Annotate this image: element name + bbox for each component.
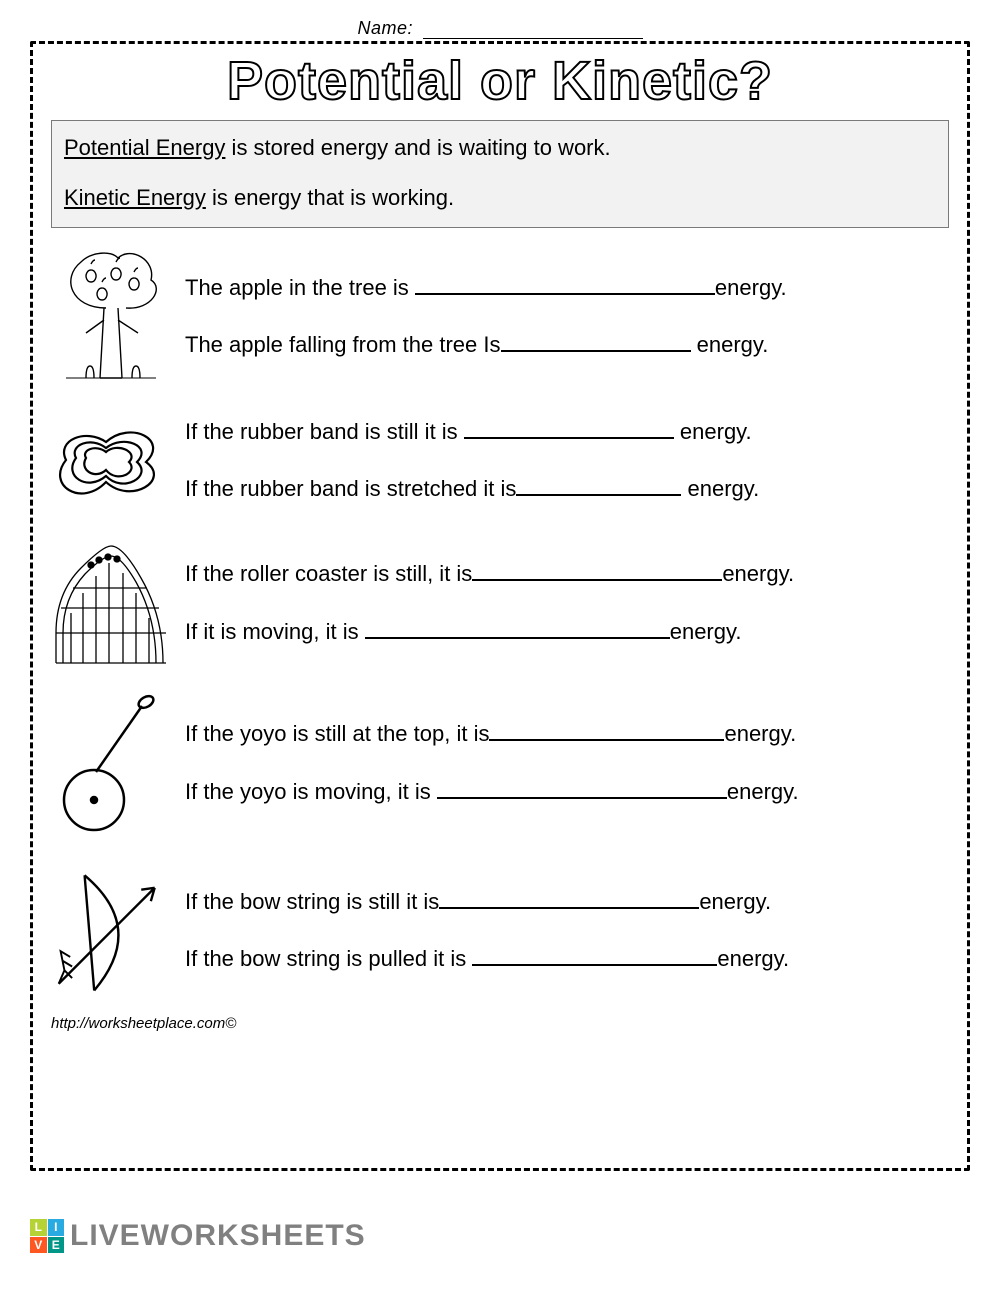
q-pre: The apple in the tree is (185, 275, 415, 300)
badge-cell: I (48, 1219, 65, 1236)
name-field-row: Name: (30, 18, 970, 39)
answer-blank[interactable] (472, 951, 717, 966)
rubber-band-icon (51, 410, 171, 510)
name-input-line[interactable] (423, 25, 643, 39)
answer-blank[interactable] (437, 784, 727, 799)
question-text: If the rubber band is still it is energy… (185, 403, 949, 517)
question-text: If the bow string is still it isenergy. … (185, 873, 949, 987)
q-pre: If the roller coaster is still, it is (185, 561, 472, 586)
answer-blank[interactable] (516, 481, 681, 496)
q-post: energy. (727, 779, 799, 804)
q-post: energy. (722, 561, 794, 586)
q-post: energy. (699, 889, 771, 914)
definitions-box: Potential Energy is stored energy and is… (51, 120, 949, 228)
q-pre: If the rubber band is stretched it is (185, 476, 516, 501)
q-post: energy. (715, 275, 787, 300)
q-pre: If the yoyo is moving, it is (185, 779, 437, 804)
question-row: If the rubber band is still it is energy… (51, 393, 949, 527)
roller-coaster-icon (51, 538, 171, 668)
question-row: The apple in the tree is energy. The app… (51, 238, 949, 393)
answer-blank[interactable] (415, 280, 715, 295)
credit-line: http://worksheetplace.com© (51, 1015, 949, 1032)
q-pre: If the yoyo is still at the top, it is (185, 721, 489, 746)
answer-blank[interactable] (489, 726, 724, 741)
badge-cell: V (30, 1237, 47, 1254)
question-row: If the yoyo is still at the top, it is en… (51, 678, 949, 848)
term-kinetic: Kinetic Energy (64, 185, 206, 210)
q-post: energy. (724, 721, 796, 746)
definition-potential: Potential Energy is stored energy and is… (64, 131, 936, 165)
question-text: The apple in the tree is energy. The app… (185, 259, 949, 373)
badge-cell: E (48, 1237, 65, 1254)
liveworksheets-badge-icon: L I V E (30, 1219, 64, 1253)
site-footer: L I V E LIVEWORKSHEETS (30, 1219, 970, 1253)
definition-kinetic: Kinetic Energy is energy that is working… (64, 181, 936, 215)
q-pre: If it is moving, it is (185, 619, 365, 644)
q-post: energy. (670, 619, 742, 644)
question-text: If the yoyo is still at the top, it is en… (185, 705, 949, 819)
question-text: If the roller coaster is still, it is ene… (185, 545, 949, 659)
worksheet-title: Potential or Kinetic? (51, 50, 949, 112)
question-row: If the bow string is still it isenergy. … (51, 848, 949, 1013)
questions-list: The apple in the tree is energy. The app… (51, 238, 949, 1012)
yoyo-icon (51, 688, 171, 838)
apple-tree-icon (51, 248, 171, 383)
answer-blank[interactable] (365, 624, 670, 639)
answer-blank[interactable] (501, 337, 691, 352)
answer-blank[interactable] (464, 424, 674, 439)
definition-kinetic-text: is energy that is working. (206, 185, 454, 210)
q-post: energy. (691, 332, 769, 357)
q-pre: If the rubber band is still it is (185, 419, 464, 444)
q-pre: If the bow string is still it is (185, 889, 439, 914)
q-post: energy. (674, 419, 752, 444)
definition-potential-text: is stored energy and is waiting to work. (225, 135, 610, 160)
q-pre: The apple falling from the tree Is (185, 332, 501, 357)
q-post: energy. (681, 476, 759, 501)
badge-cell: L (30, 1219, 47, 1236)
spacer (64, 165, 936, 181)
answer-blank[interactable] (439, 894, 699, 909)
liveworksheets-logo-text: LIVEWORKSHEETS (70, 1219, 366, 1253)
answer-blank[interactable] (472, 566, 722, 581)
name-label: Name: (357, 18, 413, 38)
bow-arrow-icon (51, 858, 171, 1003)
q-pre: If the bow string is pulled it is (185, 946, 472, 971)
worksheet-border: Potential or Kinetic? Potential Energy i… (30, 41, 970, 1171)
q-post: energy. (717, 946, 789, 971)
worksheet-page: Name: Potential or Kinetic? Potential En… (0, 0, 1000, 1271)
question-row: If the roller coaster is still, it is ene… (51, 528, 949, 678)
term-potential: Potential Energy (64, 135, 225, 160)
